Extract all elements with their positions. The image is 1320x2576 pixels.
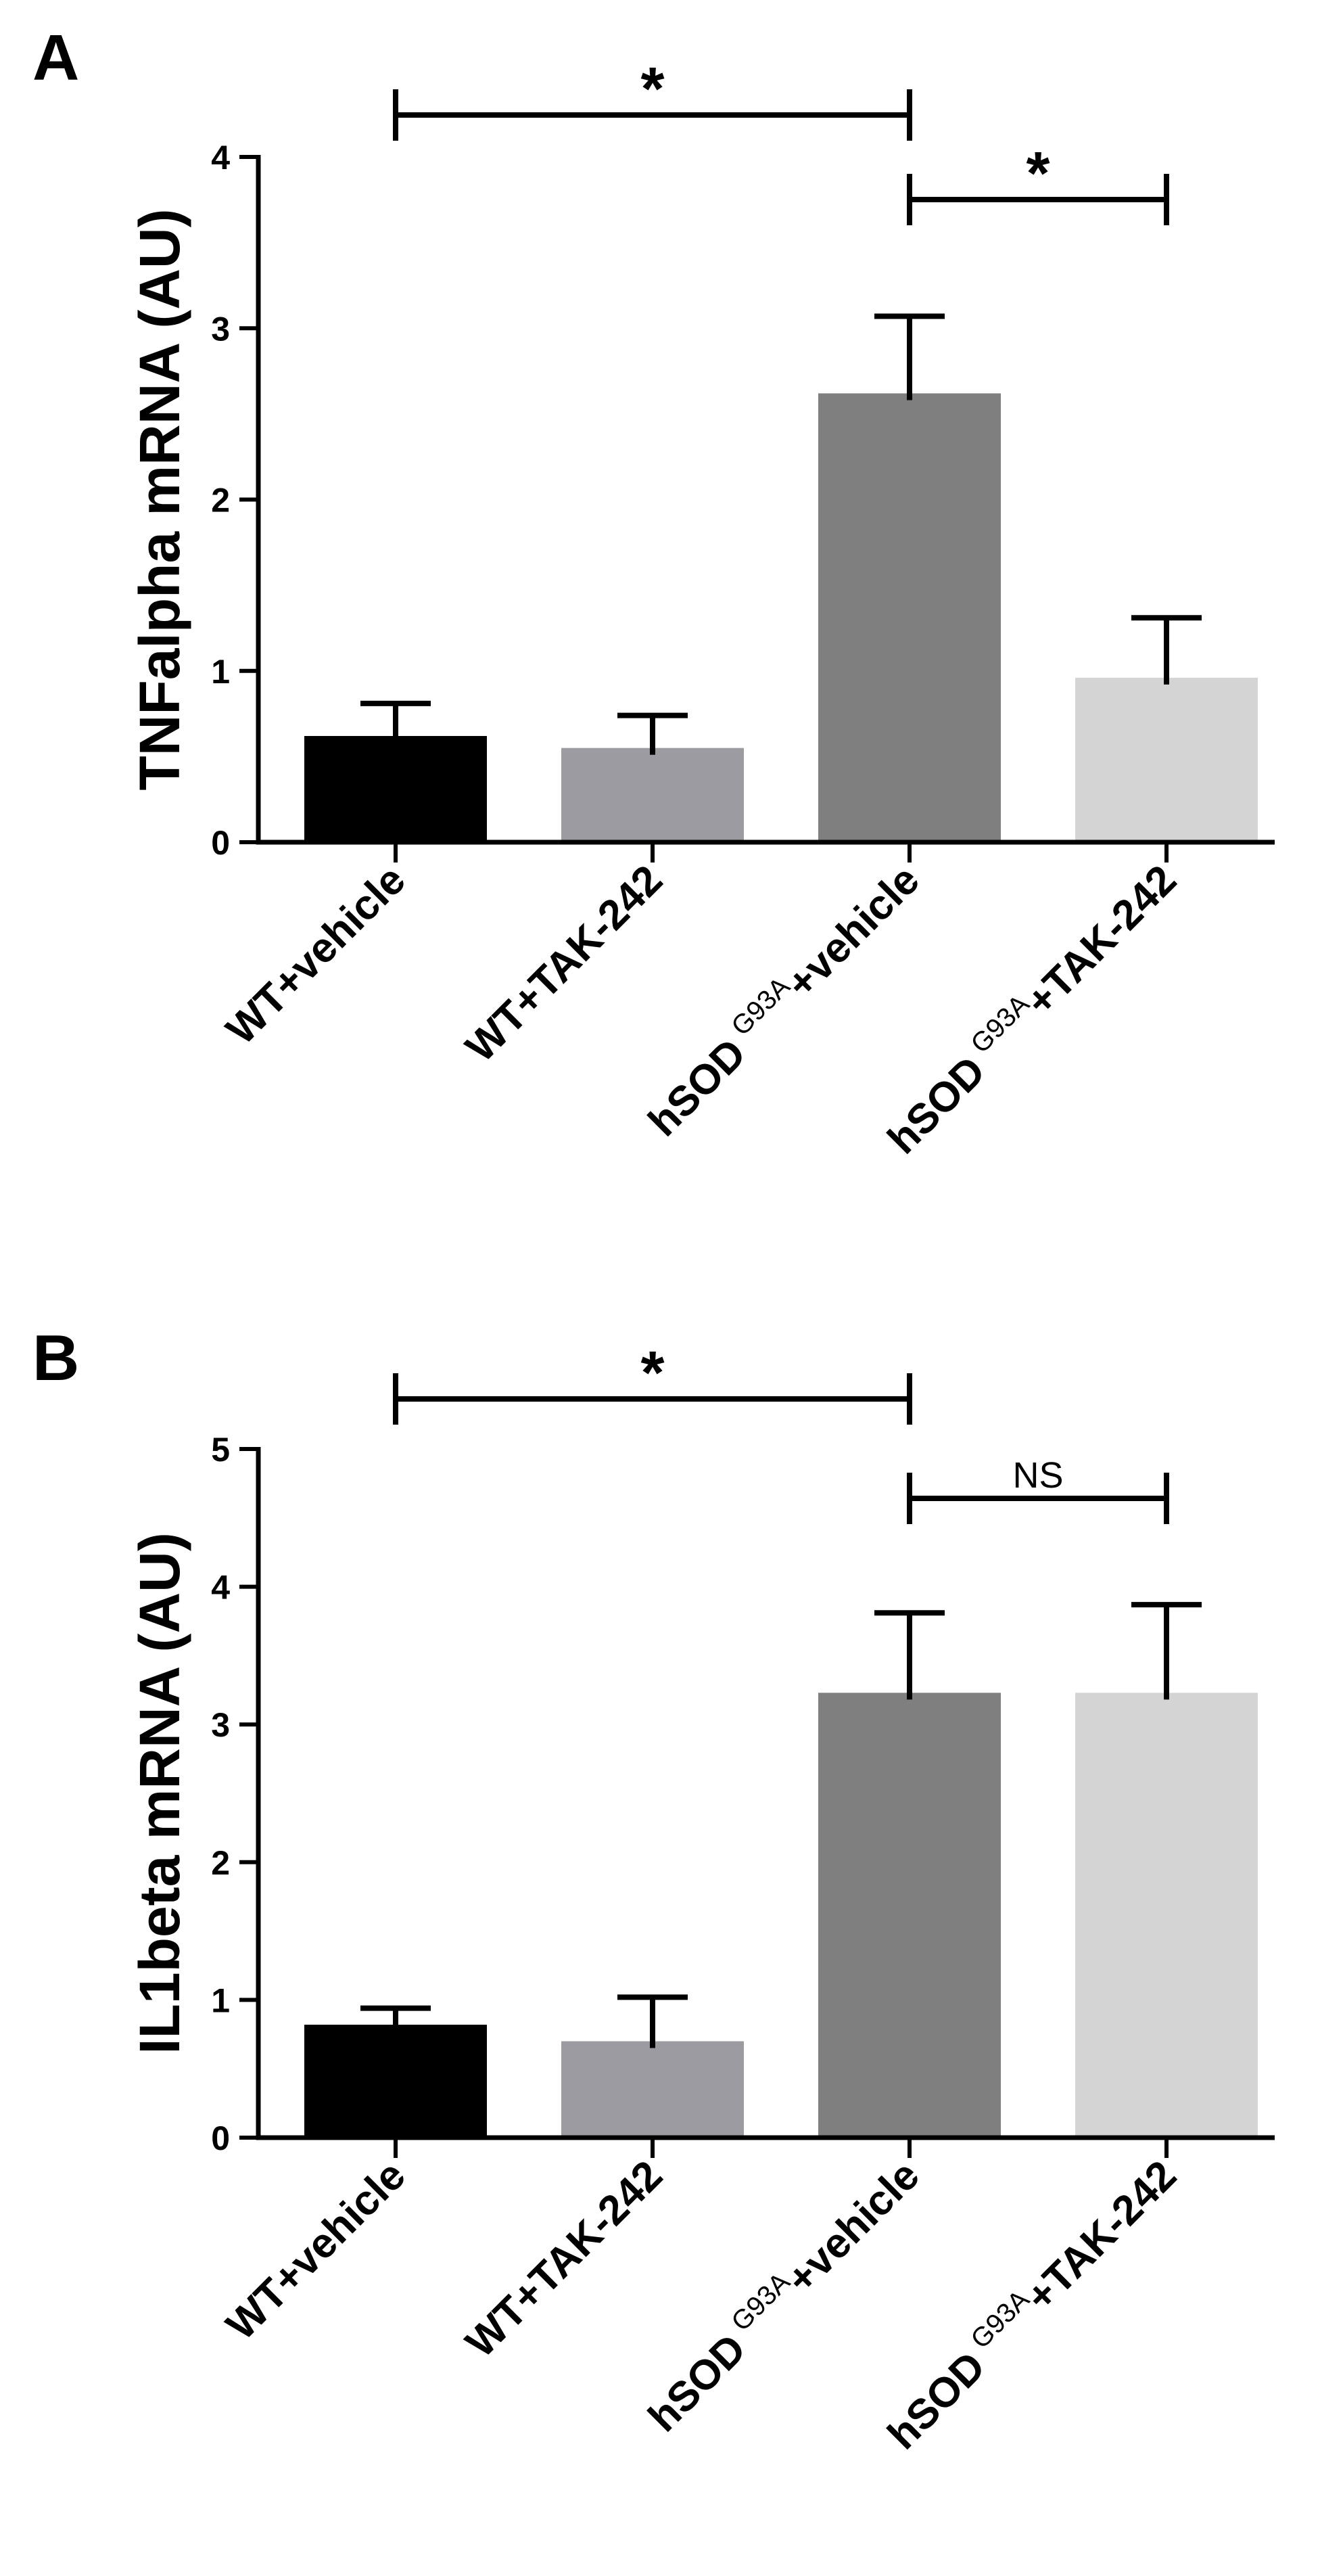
x-category-label-1: WT+TAK-242 bbox=[457, 2152, 671, 2366]
y-axis-label: TNFalpha mRNA (AU) bbox=[128, 208, 191, 790]
chart-panel-b: B IL1beta mRNA (AU) 0 1 2 3 4 5 WT+vehicle WT+TAK… bbox=[32, 1322, 1275, 2458]
x-category-label-2: hSODG93A+vehicle bbox=[637, 854, 928, 1145]
y-tick-label: 5 bbox=[211, 1431, 230, 1469]
x-category-label-3: hSODG93A+TAK-242 bbox=[876, 854, 1185, 1163]
y-tick-label: 3 bbox=[211, 310, 230, 348]
x-category-label-0: WT+vehicle bbox=[218, 856, 415, 1053]
y-tick-label: 4 bbox=[211, 1569, 230, 1607]
x-category-label-0: WT+vehicle bbox=[218, 2152, 415, 2349]
bar-0 bbox=[304, 2025, 487, 2138]
bar-3 bbox=[1075, 677, 1258, 842]
y-axis-label: IL1beta mRNA (AU) bbox=[128, 1532, 191, 2054]
bar-1 bbox=[561, 2041, 744, 2138]
y-tick-label: 0 bbox=[211, 824, 230, 862]
y-tick-label: 4 bbox=[211, 139, 230, 177]
y-tick-label: 3 bbox=[211, 1706, 230, 1744]
y-tick-label: 1 bbox=[211, 1981, 230, 2019]
x-category-label-1: WT+TAK-242 bbox=[457, 856, 671, 1071]
significance-label-0: * bbox=[640, 55, 664, 123]
bar-2 bbox=[818, 393, 1001, 842]
panel-letter: B bbox=[32, 1322, 79, 1394]
y-tick-label: 2 bbox=[211, 482, 230, 520]
chart-panel-a: A TNFalpha mRNA (AU) 0 1 2 3 4 WT+vehicle WT+TAK… bbox=[32, 22, 1275, 1163]
significance-label-1: NS bbox=[1012, 1455, 1063, 1496]
significance-label-0: * bbox=[640, 1339, 664, 1407]
bar-0 bbox=[304, 735, 487, 842]
bar-3 bbox=[1075, 1693, 1258, 2138]
bar-1 bbox=[561, 748, 744, 842]
significance-label-1: * bbox=[1026, 140, 1050, 208]
x-category-label-2: hSODG93A+vehicle bbox=[637, 2149, 928, 2441]
y-tick-label: 2 bbox=[211, 1844, 230, 1882]
y-tick-label: 0 bbox=[211, 2119, 230, 2157]
bar-2 bbox=[818, 1693, 1001, 2138]
x-category-label-3: hSODG93A+TAK-242 bbox=[876, 2149, 1185, 2458]
panel-letter: A bbox=[32, 22, 79, 94]
y-tick-label: 1 bbox=[211, 653, 230, 691]
